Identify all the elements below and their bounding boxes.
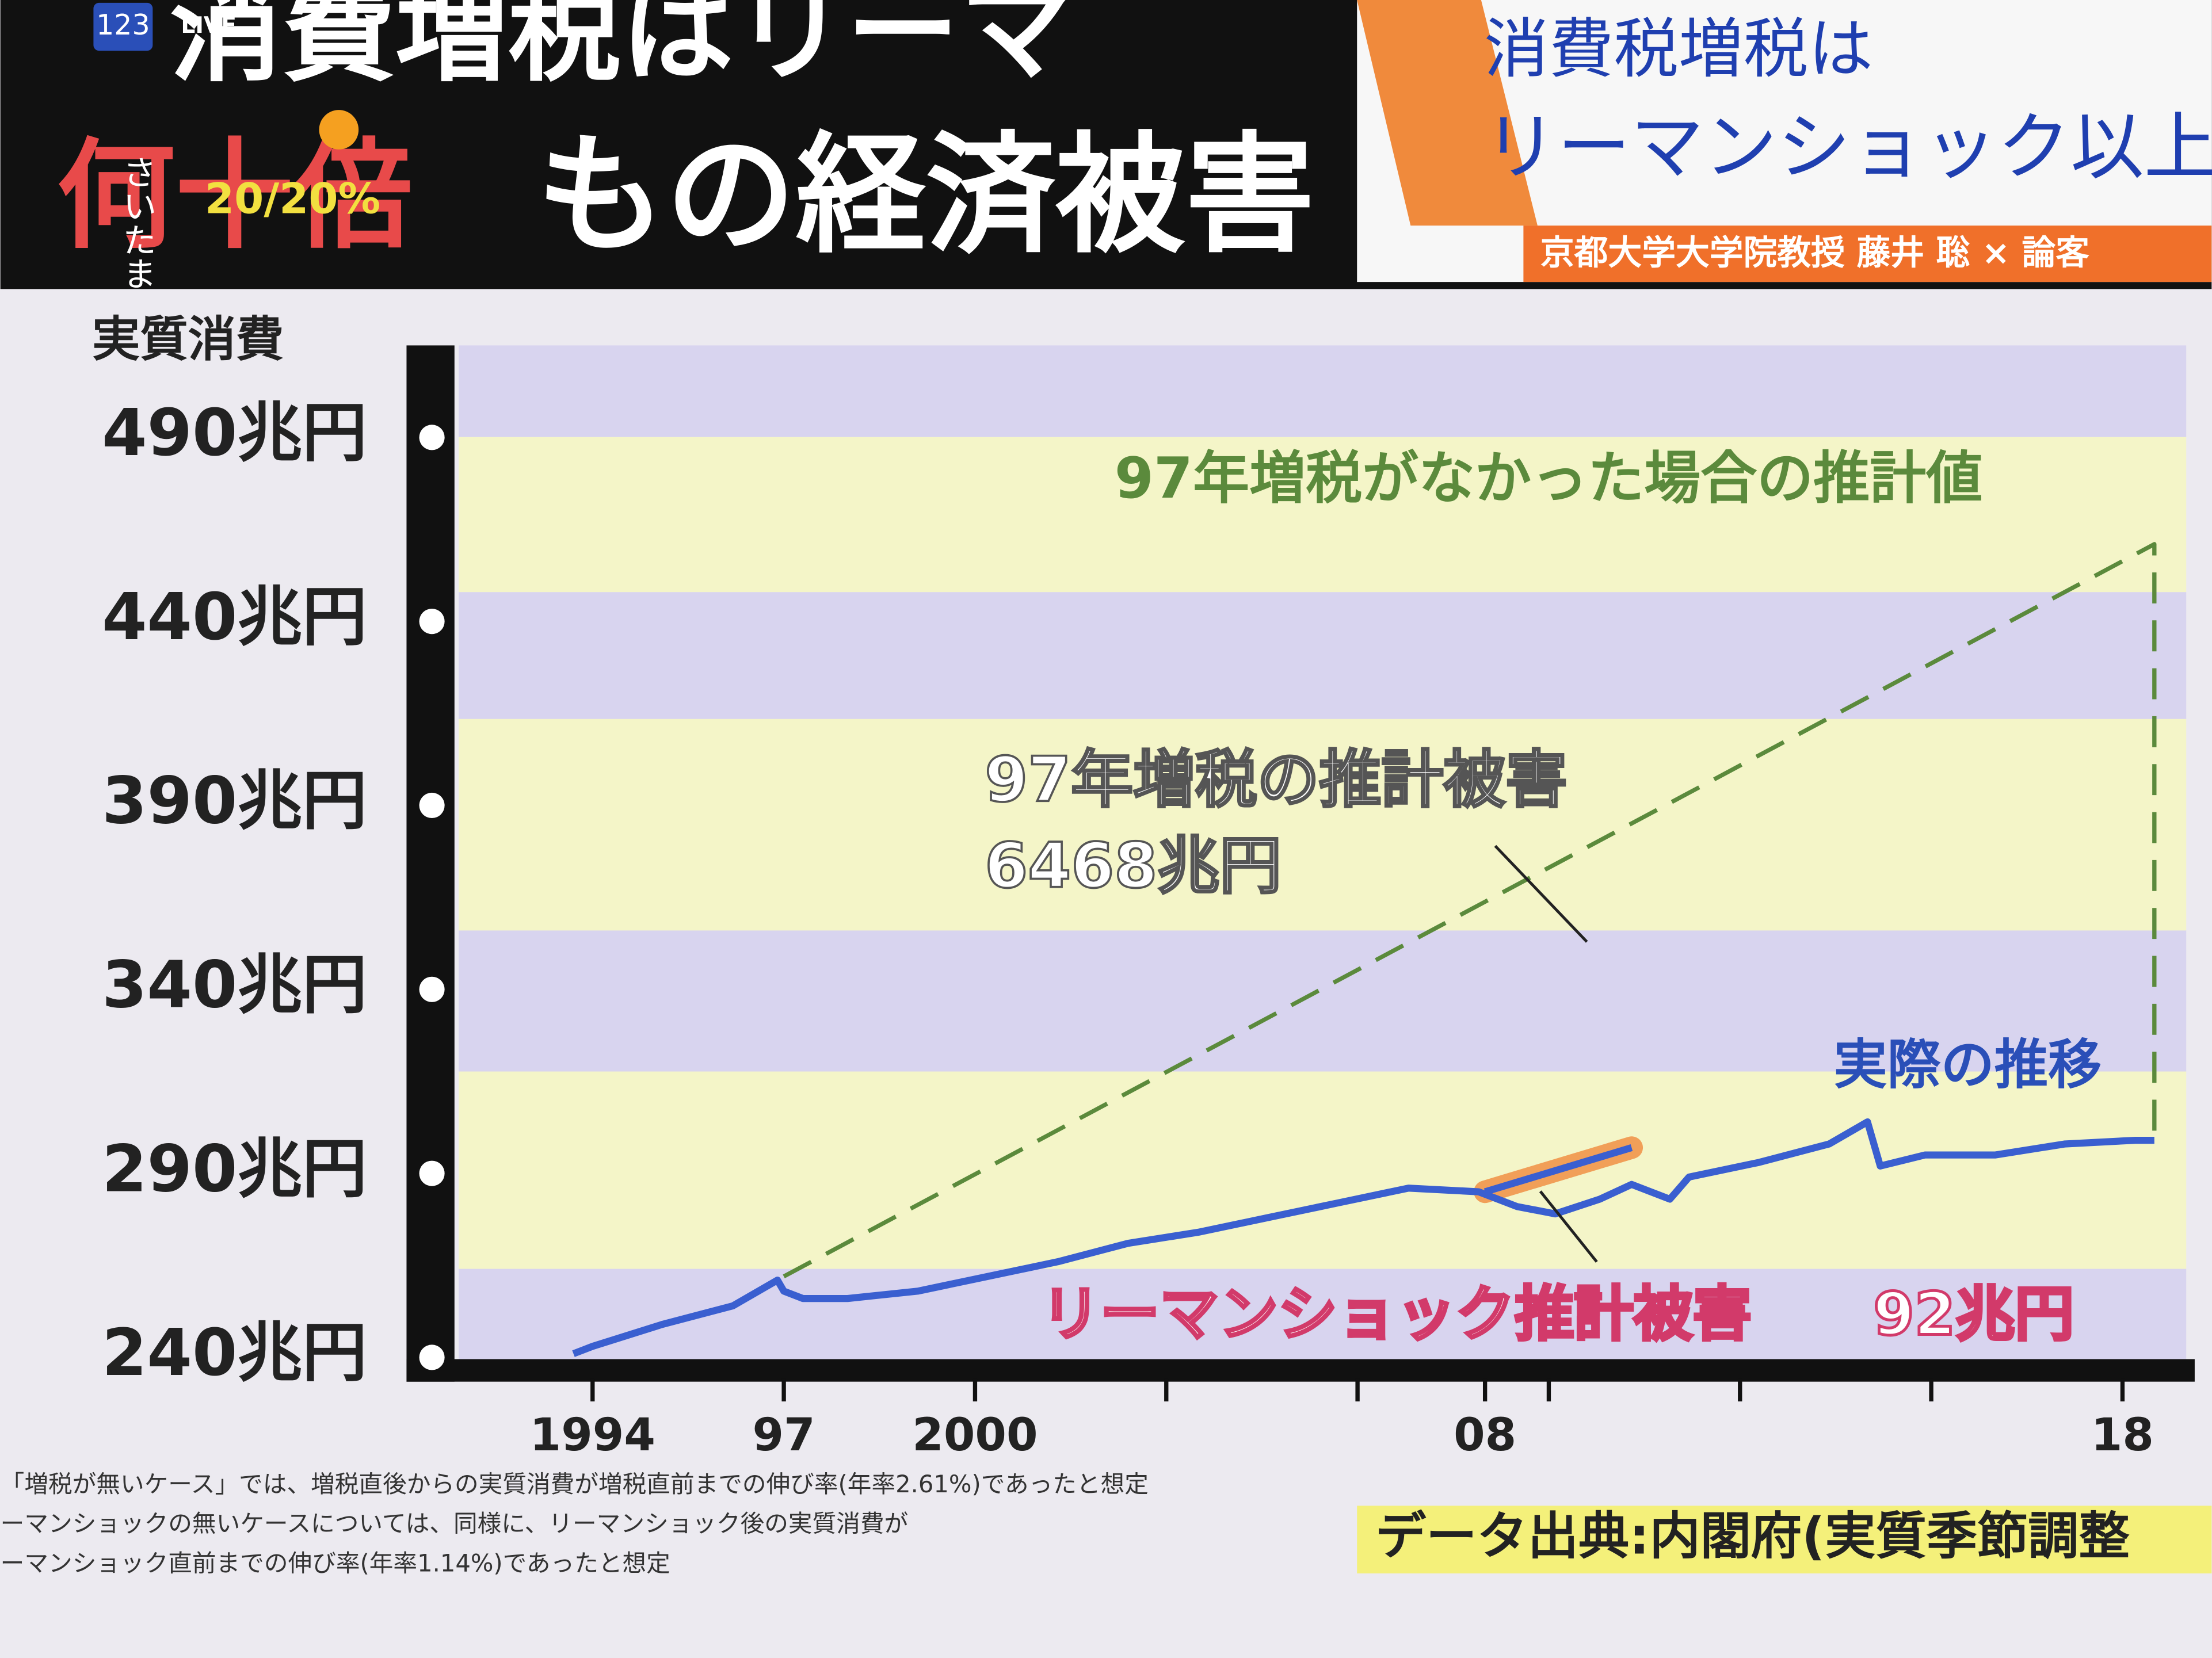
y-tick-mark [419,976,445,1002]
panel-line2: リーマンショック以上の経 [1484,105,2212,190]
guest: 京都大学大学院教授 藤井 聡 × 論客 [1540,233,2090,273]
band [459,1269,2187,1365]
guest-bar [1523,226,2212,282]
y-tick-label: 390兆円 [102,763,367,839]
note: ーマンショック直前までの伸び率(年率1.14%)であったと想定 [1,1549,670,1577]
annotation: 92兆円 [1873,1280,2074,1349]
panel-line1: 消費税増税は [1484,11,1873,87]
y-tick-label: 290兆円 [102,1130,367,1206]
ticks: 240兆円 290兆円 340兆円 390兆円 440兆円 490兆円 1994 97 2000… [102,395,2154,1461]
band [459,1071,2187,1269]
series-line [783,542,2157,1278]
channel: 123 [96,9,150,41]
legend-dashed: 97年増税がなかった場合の推計値 [1115,446,1983,511]
band [459,592,2187,719]
annotation: 6468兆円 [985,830,1282,902]
leader-line [1494,845,1588,943]
source-bg [1357,1506,2212,1573]
legend-actual: 実際の推移 [1834,1034,2102,1096]
band [459,437,2187,593]
y-tick-mark [419,792,445,819]
x-tick-label: 2000 [912,1409,1038,1461]
band [459,719,2187,931]
title-red: 何十倍 [57,127,413,265]
series-line [572,1118,2154,1357]
leader-line [1539,1190,1598,1263]
band [459,345,2187,437]
live: LIVE [181,13,237,39]
y-tick-label: 240兆円 [102,1315,367,1390]
x-axis [406,1359,2195,1382]
y-axis [406,345,455,1382]
y-axis-title: 実質消費 [92,311,284,367]
x-tick-label: 08 [1454,1409,1516,1461]
annotation: 97年増税の推計被害 [985,744,1568,816]
title-line1: 消費増税はリーマ [170,0,1072,97]
y-tick-label: 490兆円 [102,395,367,471]
weather-city: さいたま [117,155,157,291]
y-tick-mark [419,1344,445,1370]
weather: 20/20% [205,174,380,223]
legend-lehman: リーマンショック推計被害 [1041,1280,1752,1349]
x-tick-label: 1994 [530,1409,655,1461]
title-line2: もの経済被害 [536,120,1315,271]
chart [572,542,2157,1357]
panel-stripe [1357,0,1538,226]
y-tick-label: 440兆円 [102,579,367,655]
sun-icon [319,110,359,150]
y-tick-label: 340兆円 [102,947,367,1023]
y-tick-mark [419,425,445,450]
series-line [1483,1144,1633,1195]
note: 「増税が無いケース」では、増税直後からの実質消費が増税直前までの伸び率(年率2.… [1,1470,1149,1498]
y-tick-mark [419,609,445,635]
note: ーマンショックの無いケースについては、同様に、リーマンショック後の実質消費が [1,1510,909,1538]
channel-badge [93,2,153,51]
x-tick-label: 18 [2091,1409,2154,1461]
y-tick-mark [419,1160,445,1186]
band [459,930,2187,1072]
source: データ出典:内閣府(実質季節調整 [1375,1507,2130,1566]
x-tick-label: 97 [753,1409,815,1461]
